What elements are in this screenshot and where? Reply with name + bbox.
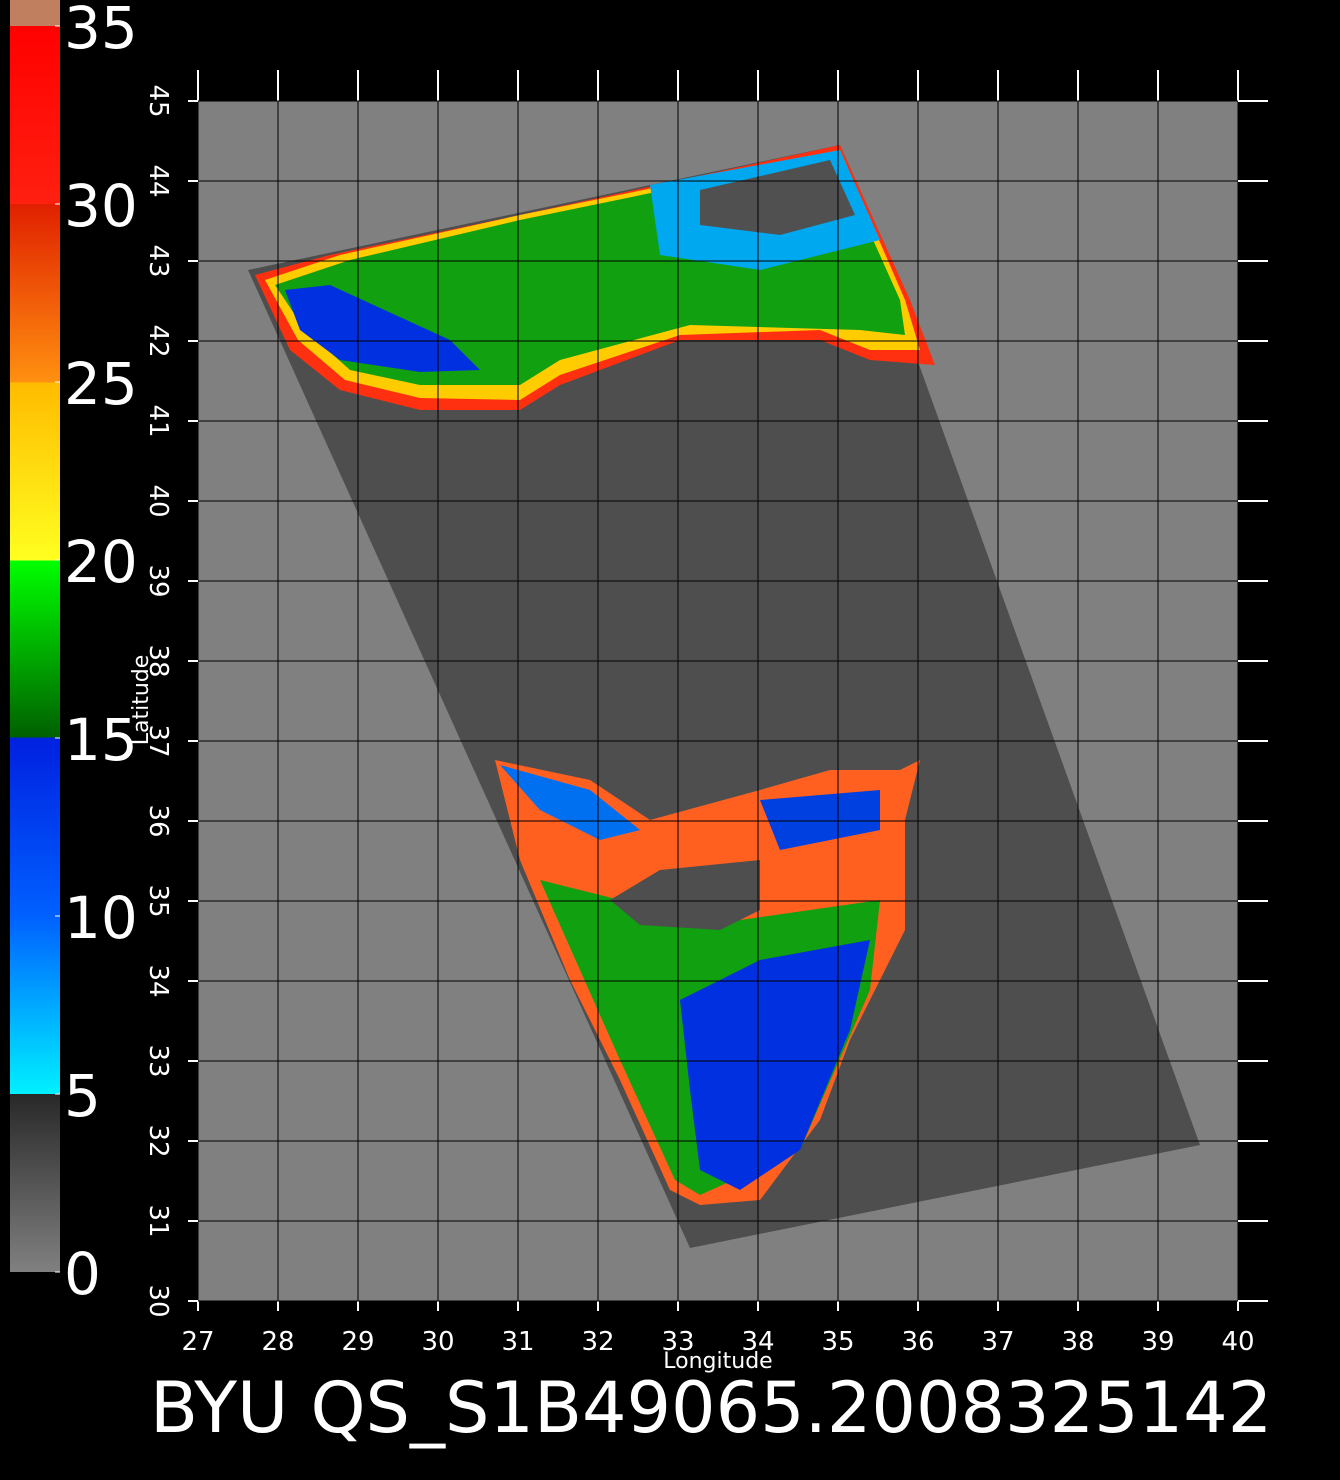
y-tick-label: 36 xyxy=(143,804,173,837)
x-tick-label: 34 xyxy=(741,1327,774,1357)
y-tick-label: 38 xyxy=(143,644,173,677)
y-tick-label: 32 xyxy=(143,1124,173,1157)
colorbar xyxy=(10,26,60,1272)
x-tick-label: 40 xyxy=(1221,1327,1254,1357)
x-tick-label: 35 xyxy=(821,1327,854,1357)
y-tick-label: 40 xyxy=(143,484,173,517)
colorbar-tick-label: 20 xyxy=(64,528,138,596)
colorbar-tick-label: 30 xyxy=(64,172,138,240)
x-tick-label: 33 xyxy=(661,1327,694,1357)
x-tick-label: 27 xyxy=(181,1327,214,1357)
y-tick-label: 43 xyxy=(143,244,173,277)
y-tick-label: 41 xyxy=(143,404,173,437)
inner-sea xyxy=(610,860,760,930)
y-tick-label: 34 xyxy=(143,964,173,997)
y-tick-label: 33 xyxy=(143,1044,173,1077)
y-tick-label: 42 xyxy=(143,324,173,357)
x-tick-label: 28 xyxy=(261,1327,294,1357)
y-tick-label: 31 xyxy=(143,1204,173,1237)
colorbar-tick-label: 35 xyxy=(64,0,138,62)
colorbar-tick-label: 5 xyxy=(64,1062,101,1130)
x-tick-label: 30 xyxy=(421,1327,454,1357)
footer-title: BYU QS_S1B49065.2008325142 xyxy=(150,1367,1272,1449)
y-axis-label: Latitude xyxy=(129,655,154,746)
x-tick-label: 36 xyxy=(901,1327,934,1357)
colorbar-tick-label: 10 xyxy=(64,884,138,952)
north-calm xyxy=(700,160,855,235)
x-tick-label: 32 xyxy=(581,1327,614,1357)
south-blue xyxy=(680,940,870,1190)
x-tick-label: 29 xyxy=(341,1327,374,1357)
y-tick-label: 44 xyxy=(143,164,173,197)
colorbar-tick-label: 25 xyxy=(64,350,138,418)
y-tick-label: 45 xyxy=(143,84,173,117)
x-tick-label: 37 xyxy=(981,1327,1014,1357)
colorbar-tick-label: 15 xyxy=(64,706,138,774)
x-axis-label: Longitude xyxy=(663,1349,772,1374)
x-tick-label: 31 xyxy=(501,1327,534,1357)
north-blue xyxy=(285,285,480,372)
y-tick-label: 30 xyxy=(143,1284,173,1317)
y-tick-label: 37 xyxy=(143,724,173,757)
y-tick-label: 39 xyxy=(143,564,173,597)
y-tick-label: 35 xyxy=(143,884,173,917)
colorbar-tick-label: 0 xyxy=(64,1240,101,1308)
x-tick-label: 38 xyxy=(1061,1327,1094,1357)
south-blue-east xyxy=(760,790,880,850)
x-tick-label: 39 xyxy=(1141,1327,1174,1357)
